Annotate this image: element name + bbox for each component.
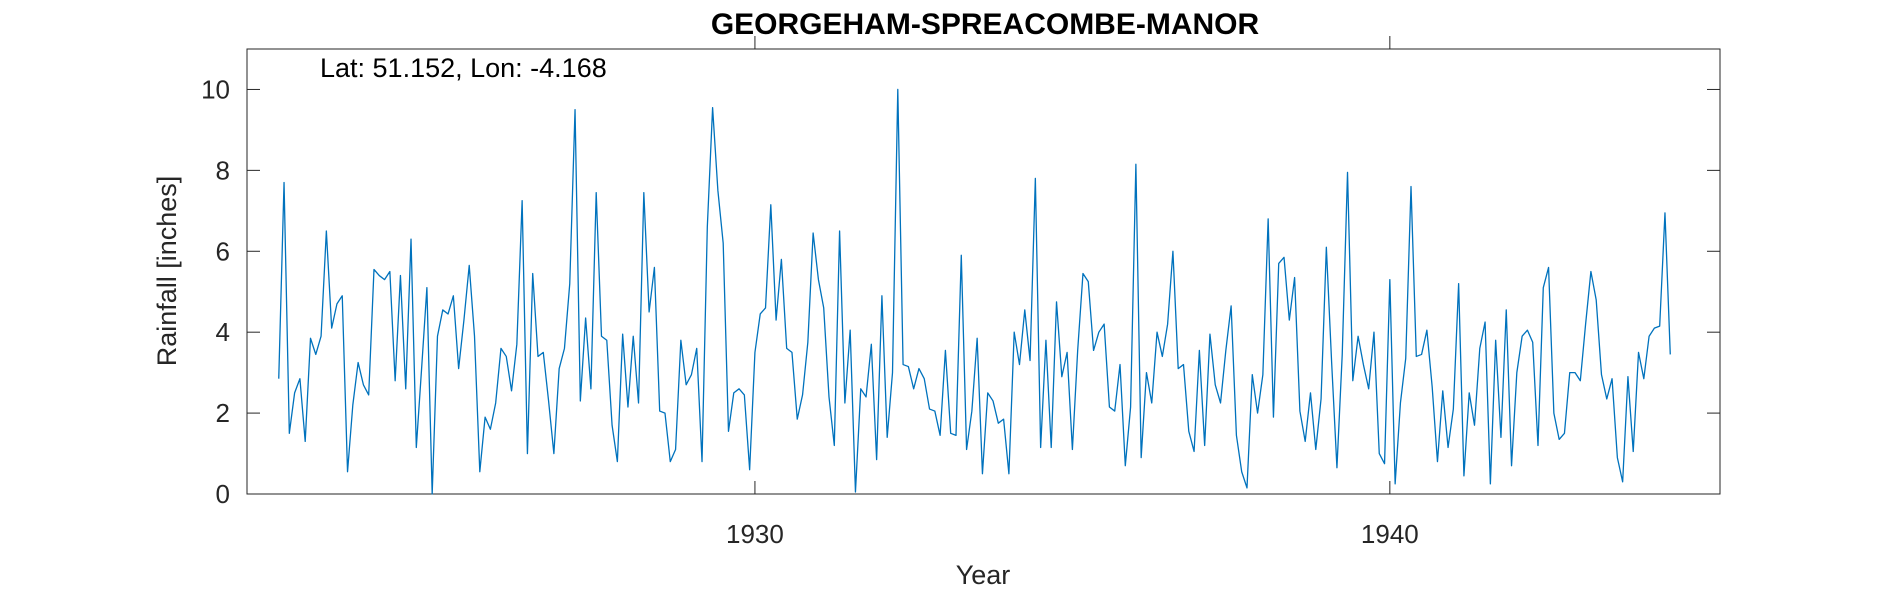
y-tick-label: 10 [201, 74, 230, 104]
plot-area [246, 48, 1721, 495]
rainfall-series-line [278, 88, 1671, 495]
y-tick-label: 0 [216, 479, 230, 509]
y-axis: 0 2 4 6 8 10 [201, 74, 1720, 509]
axes-frame [246, 48, 1721, 495]
location-annotation: Lat: 51.152, Lon: -4.168 [320, 53, 607, 83]
y-tick-label: 8 [216, 155, 230, 185]
x-axis-label: Year [956, 560, 1011, 590]
y-tick-label: 4 [216, 317, 230, 347]
x-axis: 1930 1940 [726, 36, 1419, 549]
y-axis-label: Rainfall [inches] [152, 176, 182, 367]
x-tick-label: 1930 [726, 519, 784, 549]
y-tick-label: 6 [216, 236, 230, 266]
chart-title: GEORGEHAM-SPREACOMBE-MANOR [711, 8, 1260, 41]
y-tick-label: 2 [216, 398, 230, 428]
x-tick-label: 1940 [1361, 519, 1419, 549]
